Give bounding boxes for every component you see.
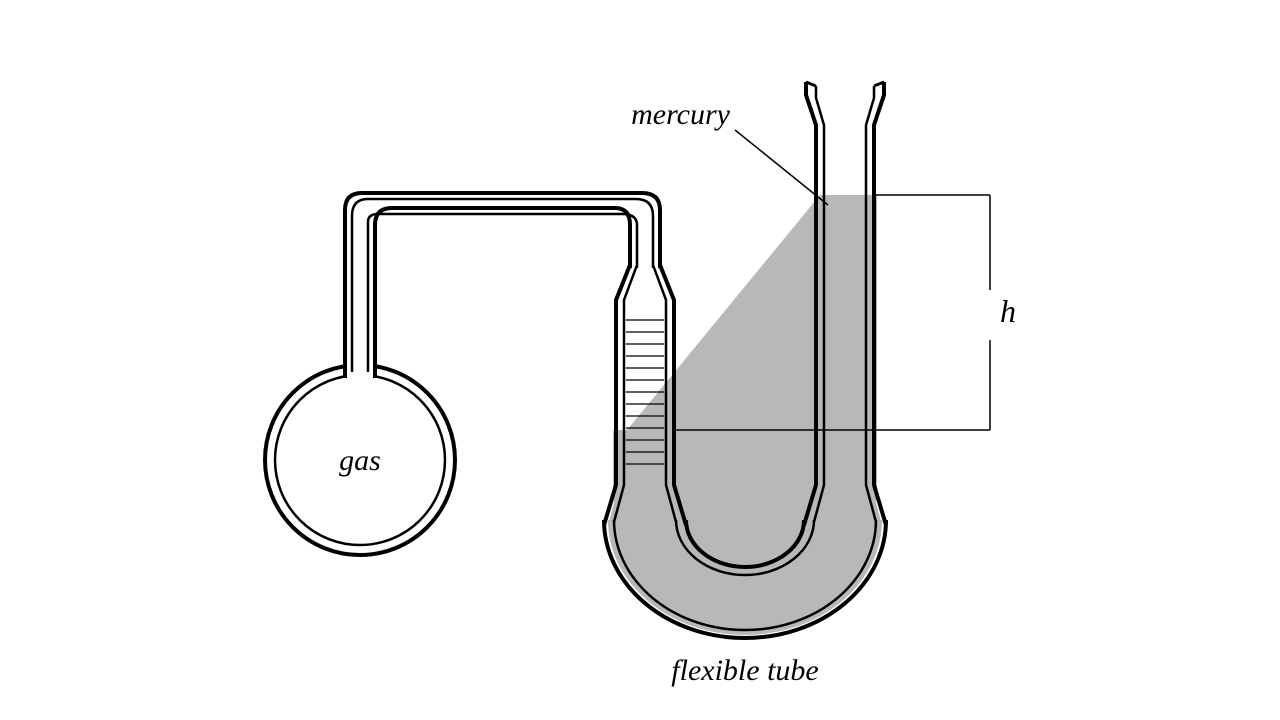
mercury-label: mercury <box>631 98 731 131</box>
flexible-tube-label: flexible tube <box>671 654 818 687</box>
connecting-tube <box>345 193 660 378</box>
gas-label: gas <box>339 444 381 477</box>
height-label: h <box>1000 293 1016 329</box>
manometer-diagram: gas mercury flexible tube h <box>0 0 1280 720</box>
